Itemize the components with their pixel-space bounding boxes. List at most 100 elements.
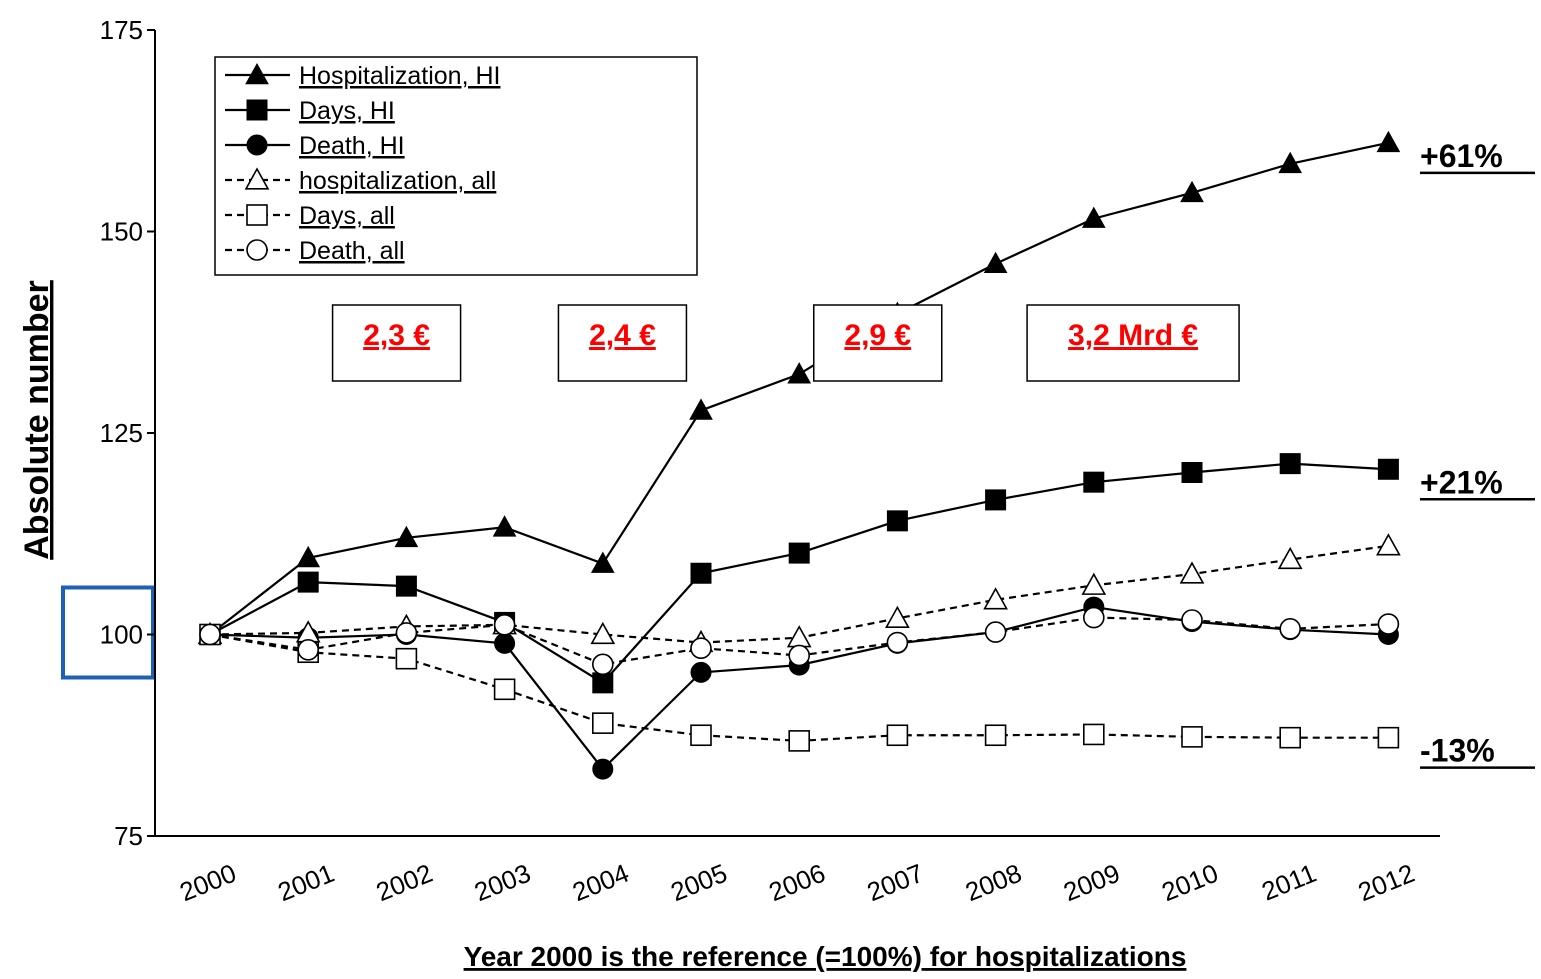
y-tick-label: 175	[100, 15, 143, 45]
y-tick-label: 75	[114, 821, 143, 851]
data-point	[1279, 453, 1301, 475]
data-point	[885, 605, 910, 628]
x-tick-label: 2011	[1257, 858, 1320, 907]
data-point	[394, 525, 419, 548]
legend-marker	[244, 167, 270, 190]
legend-marker	[246, 134, 268, 156]
data-point	[1180, 180, 1204, 203]
data-point	[984, 724, 1007, 747]
data-point	[1277, 546, 1303, 570]
x-tick-label: 2004	[568, 858, 633, 907]
data-point	[984, 621, 1007, 643]
data-point	[492, 515, 517, 537]
data-point	[297, 639, 320, 661]
legend-marker	[246, 204, 268, 226]
x-tick-label: 2000	[175, 858, 240, 907]
series-death-all	[199, 606, 1400, 676]
data-point	[787, 362, 812, 384]
data-point	[886, 724, 909, 747]
legend-label: hospitalization, all	[299, 167, 496, 195]
change-label: +21%	[1420, 464, 1503, 500]
cost-label: 2,9 €	[844, 319, 911, 352]
data-point	[296, 545, 321, 568]
data-point	[590, 551, 615, 573]
data-point	[592, 672, 614, 694]
data-point	[493, 614, 516, 636]
data-point	[591, 712, 614, 734]
cost-label: 2,3 €	[363, 319, 430, 352]
data-point	[1376, 130, 1401, 153]
legend: Hospitalization, HI Days, HI Death, HI hosp…	[214, 56, 698, 276]
data-point	[690, 637, 712, 660]
series-death-hi	[199, 596, 1399, 780]
data-point	[1181, 461, 1203, 483]
data-point	[985, 489, 1007, 511]
legend-label: Death, all	[299, 237, 405, 265]
legend-label: Days, all	[299, 202, 395, 230]
x-tick-label: 2005	[666, 858, 731, 907]
y-tick-label: 100	[100, 620, 143, 650]
data-point	[690, 562, 712, 584]
data-point	[690, 724, 712, 747]
reference-highlight-layer	[61, 585, 155, 680]
data-point	[886, 631, 909, 654]
data-point	[1179, 561, 1205, 584]
x-tick-label: 2007	[863, 858, 928, 907]
cost-box	[331, 304, 462, 382]
data-point	[983, 251, 1008, 274]
legend-label: Hospitalization, HI	[299, 62, 500, 90]
x-tick-label: 2006	[765, 858, 830, 907]
data-point	[297, 571, 319, 593]
data-point	[1377, 726, 1400, 749]
data-point	[788, 730, 811, 752]
x-tick-label: 2001	[274, 858, 339, 907]
data-point	[1083, 606, 1105, 629]
cost-label: 3,2 Mrd €	[1068, 319, 1198, 352]
data-point	[1377, 613, 1400, 635]
data-point	[494, 632, 516, 654]
data-point	[983, 587, 1008, 610]
data-point	[1278, 151, 1303, 174]
change-label: -13%	[1420, 733, 1495, 769]
x-tick-label: 2008	[961, 858, 1026, 907]
cost-label: 2,4 €	[589, 319, 656, 352]
x-tick-label: 2012	[1354, 858, 1419, 907]
data-point	[199, 623, 221, 646]
cost-box	[557, 304, 688, 382]
y-axis-title: Absolute number	[18, 280, 56, 560]
x-axis-title: Year 2000 is the reference (=100%) for h…	[464, 941, 1187, 972]
data-point	[591, 653, 614, 676]
annotations: 2,3 € 2,4 € 2,9 € 3,2 Mrd € +61% +21% -13%	[331, 138, 1535, 769]
data-point	[1181, 726, 1203, 748]
x-tick-label: 2010	[1157, 858, 1222, 907]
cost-box	[813, 304, 943, 382]
legend-marker	[245, 62, 269, 85]
data-point	[788, 542, 810, 564]
data-point	[786, 625, 812, 648]
x-tick-label: 2009	[1059, 858, 1124, 907]
data-point	[788, 644, 811, 667]
data-point	[1083, 471, 1105, 493]
data-point	[1377, 458, 1399, 480]
data-point	[689, 398, 713, 420]
data-point	[493, 678, 516, 701]
data-point	[1376, 533, 1401, 556]
change-label: +61%	[1420, 138, 1503, 174]
cost-box	[1026, 304, 1240, 382]
series-days-hi	[199, 453, 1399, 694]
data-point	[690, 661, 712, 683]
data-point	[1279, 726, 1301, 749]
legend-marker	[246, 239, 268, 261]
data-point	[395, 575, 417, 597]
legend-label: Days, HI	[299, 97, 395, 125]
data-point	[590, 621, 616, 645]
data-point	[1181, 609, 1203, 631]
y-tick-label: 150	[100, 217, 143, 247]
data-point	[395, 647, 418, 670]
x-tick-label: 2002	[372, 858, 437, 907]
data-point	[886, 510, 908, 532]
data-point	[1081, 206, 1106, 228]
x-tick-label: 2003	[470, 858, 535, 907]
data-point	[1279, 618, 1301, 640]
axis-titles: Absolute number Year 2000 is the referenc…	[18, 280, 1186, 972]
